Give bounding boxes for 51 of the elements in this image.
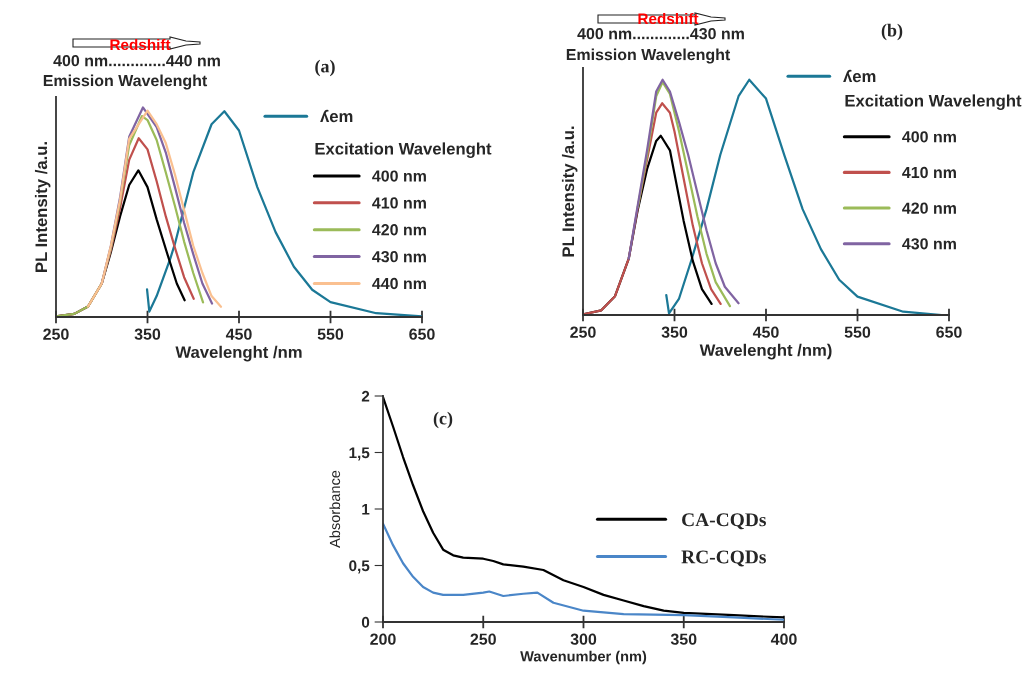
legend-label: 430 nm <box>902 238 956 250</box>
text: Redshift <box>638 12 699 25</box>
y-axis-title: PL Intensity /a.u. <box>34 142 51 272</box>
x-tick-label: 400 <box>770 633 797 645</box>
y-axis-title: PL Intensity /a.u. <box>561 126 578 257</box>
x-tick-label: 550 <box>317 328 344 340</box>
legend-label: 420 nm <box>902 202 956 214</box>
text: (b) <box>881 23 903 41</box>
x-tick-label: 350 <box>661 326 688 338</box>
legend-label: 430 nm <box>372 250 426 263</box>
text: 400 nm.............440 nm <box>53 54 220 67</box>
legend-title: Excitation Wavelenght <box>315 142 492 158</box>
legend-label: 400 nm <box>372 170 426 182</box>
x-tick-label: 250 <box>470 633 496 645</box>
y-tick-label: 0 <box>361 616 370 628</box>
legend-label: 400 nm <box>902 131 956 143</box>
legend-label: 420 nm <box>372 224 426 236</box>
legend-title: Excitation Wavelenght <box>845 94 1022 110</box>
text: 400 nm.............430 nm <box>577 27 744 40</box>
x-tick-label: 250 <box>43 328 69 340</box>
y-tick-label: 2 <box>361 390 370 402</box>
legend-label: 410 nm <box>902 166 956 179</box>
y-axis-title: Absorbance <box>329 470 341 548</box>
x-tick-label: 650 <box>936 326 962 338</box>
legend-label: ʎem <box>843 69 876 83</box>
text: Emission Wavelenght <box>43 74 208 90</box>
x-tick-label: 250 <box>570 326 596 338</box>
annotation: (c) <box>433 411 453 429</box>
x-axis-title: Wavenumber (nm) <box>520 650 647 665</box>
x-tick-label: 450 <box>225 328 252 340</box>
legend-label: ʎem <box>320 109 353 123</box>
x-axis-title: Wavelenght /nm <box>175 345 302 362</box>
y-tick-label: 0,5 <box>349 560 370 574</box>
text: Redshift <box>110 38 171 51</box>
x-tick-label: 350 <box>670 633 697 645</box>
x-tick-label: 450 <box>752 326 779 338</box>
x-tick-label: 300 <box>570 633 597 645</box>
y-tick-label: 1,5 <box>349 447 370 461</box>
x-tick-label: 350 <box>134 328 161 340</box>
y-tick-label: 1 <box>362 504 370 515</box>
x-axis-title: Wavelenght /nm) <box>699 343 832 360</box>
x-tick-label: 650 <box>409 328 435 340</box>
text: (a) <box>315 59 335 77</box>
x-tick-label: 200 <box>370 633 396 645</box>
legend-label: 440 nm <box>372 277 426 290</box>
legend-label: CA-CQDs <box>682 513 766 530</box>
legend-label: 410 nm <box>372 197 426 209</box>
legend-label: RC-CQDs <box>681 550 766 567</box>
x-tick-label: 550 <box>844 326 871 338</box>
line-series <box>383 396 784 619</box>
text: Emission Wavelenght <box>566 48 731 64</box>
